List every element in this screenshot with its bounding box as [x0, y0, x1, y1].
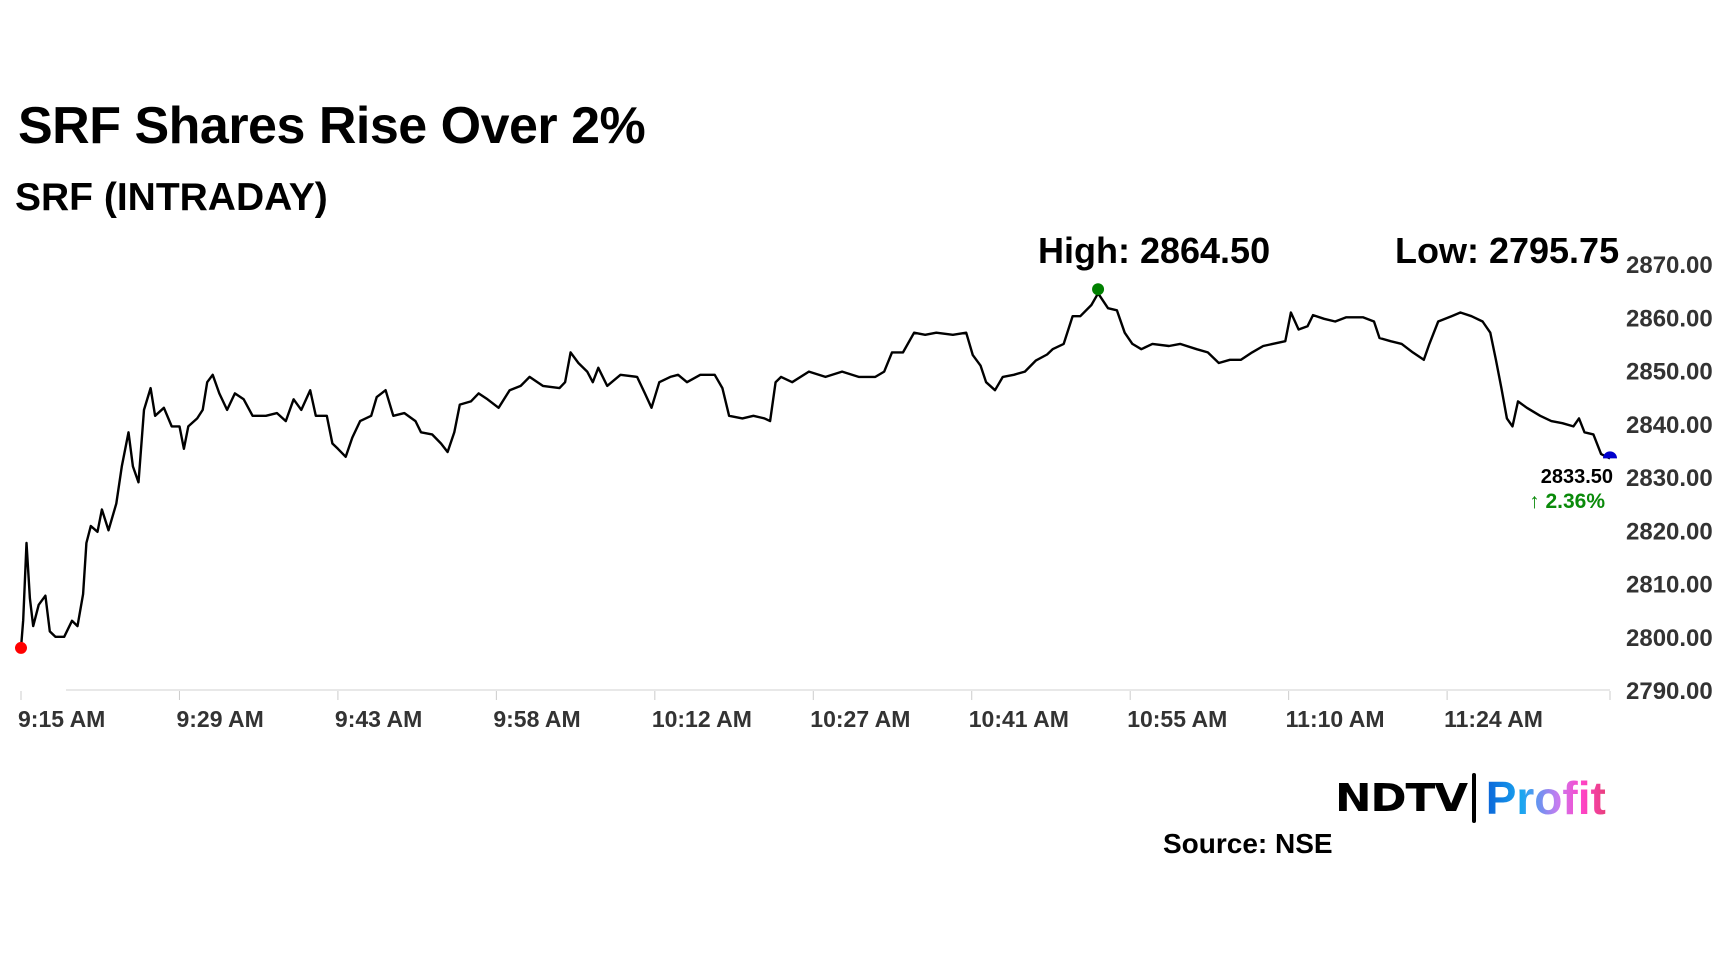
- chart-subtitle: SRF (INTRADAY): [15, 176, 328, 219]
- y-tick-label: 2820.00: [1626, 518, 1713, 545]
- price-line: [19, 292, 1611, 648]
- x-tick-label: 9:43 AM: [335, 706, 422, 732]
- logo-ndtv: NDTV: [1335, 776, 1468, 820]
- end-marker: [1603, 451, 1617, 459]
- y-tick-label: 2800.00: [1626, 625, 1713, 652]
- y-tick-label: 2860.00: [1626, 305, 1713, 332]
- x-tick-label: 10:27 AM: [810, 706, 910, 732]
- source-label: Source: NSE: [1163, 828, 1333, 859]
- page-title: SRF Shares Rise Over 2%: [18, 97, 646, 155]
- y-axis: 2870.00 2860.00 2850.00 2840.00 2830.00 2820.…: [1626, 252, 1713, 705]
- y-tick-label: 2810.00: [1626, 572, 1713, 599]
- y-tick-label: 2830.00: [1626, 465, 1713, 492]
- logo-profit: Profit: [1485, 772, 1606, 824]
- y-tick-label: 2870.00: [1626, 252, 1713, 279]
- markers: [15, 283, 1617, 654]
- y-tick-label: 2790.00: [1626, 678, 1713, 705]
- x-tick-label: 11:10 AM: [1286, 706, 1385, 732]
- x-tick-label: 9:29 AM: [176, 706, 263, 732]
- x-tick-label: 9:15 AM: [18, 706, 105, 732]
- high-label: High: 2864.50: [1038, 230, 1271, 271]
- y-tick-label: 2850.00: [1626, 359, 1713, 386]
- change-percent-label: ↑ 2.36%: [1529, 490, 1605, 513]
- x-tick-label: 10:41 AM: [969, 706, 1069, 732]
- ndtv-profit-logo: NDTV Profit: [1335, 770, 1606, 826]
- start-marker: [15, 641, 27, 654]
- x-tick-label: 11:24 AM: [1444, 706, 1543, 732]
- high-marker: [1092, 283, 1105, 296]
- x-tick-label: 10:12 AM: [652, 706, 752, 732]
- logo-divider: [1471, 773, 1476, 823]
- x-tick-label: 10:55 AM: [1127, 706, 1227, 732]
- last-price-label: 2833.50: [1541, 466, 1613, 488]
- x-tick-label: 9:58 AM: [493, 706, 580, 732]
- y-tick-label: 2840.00: [1626, 412, 1713, 439]
- x-axis: 9:15 AM 9:29 AM 9:43 AM 9:58 AM 10:12 AM 10:2…: [18, 689, 1611, 732]
- low-label: Low: 2795.75: [1395, 230, 1620, 271]
